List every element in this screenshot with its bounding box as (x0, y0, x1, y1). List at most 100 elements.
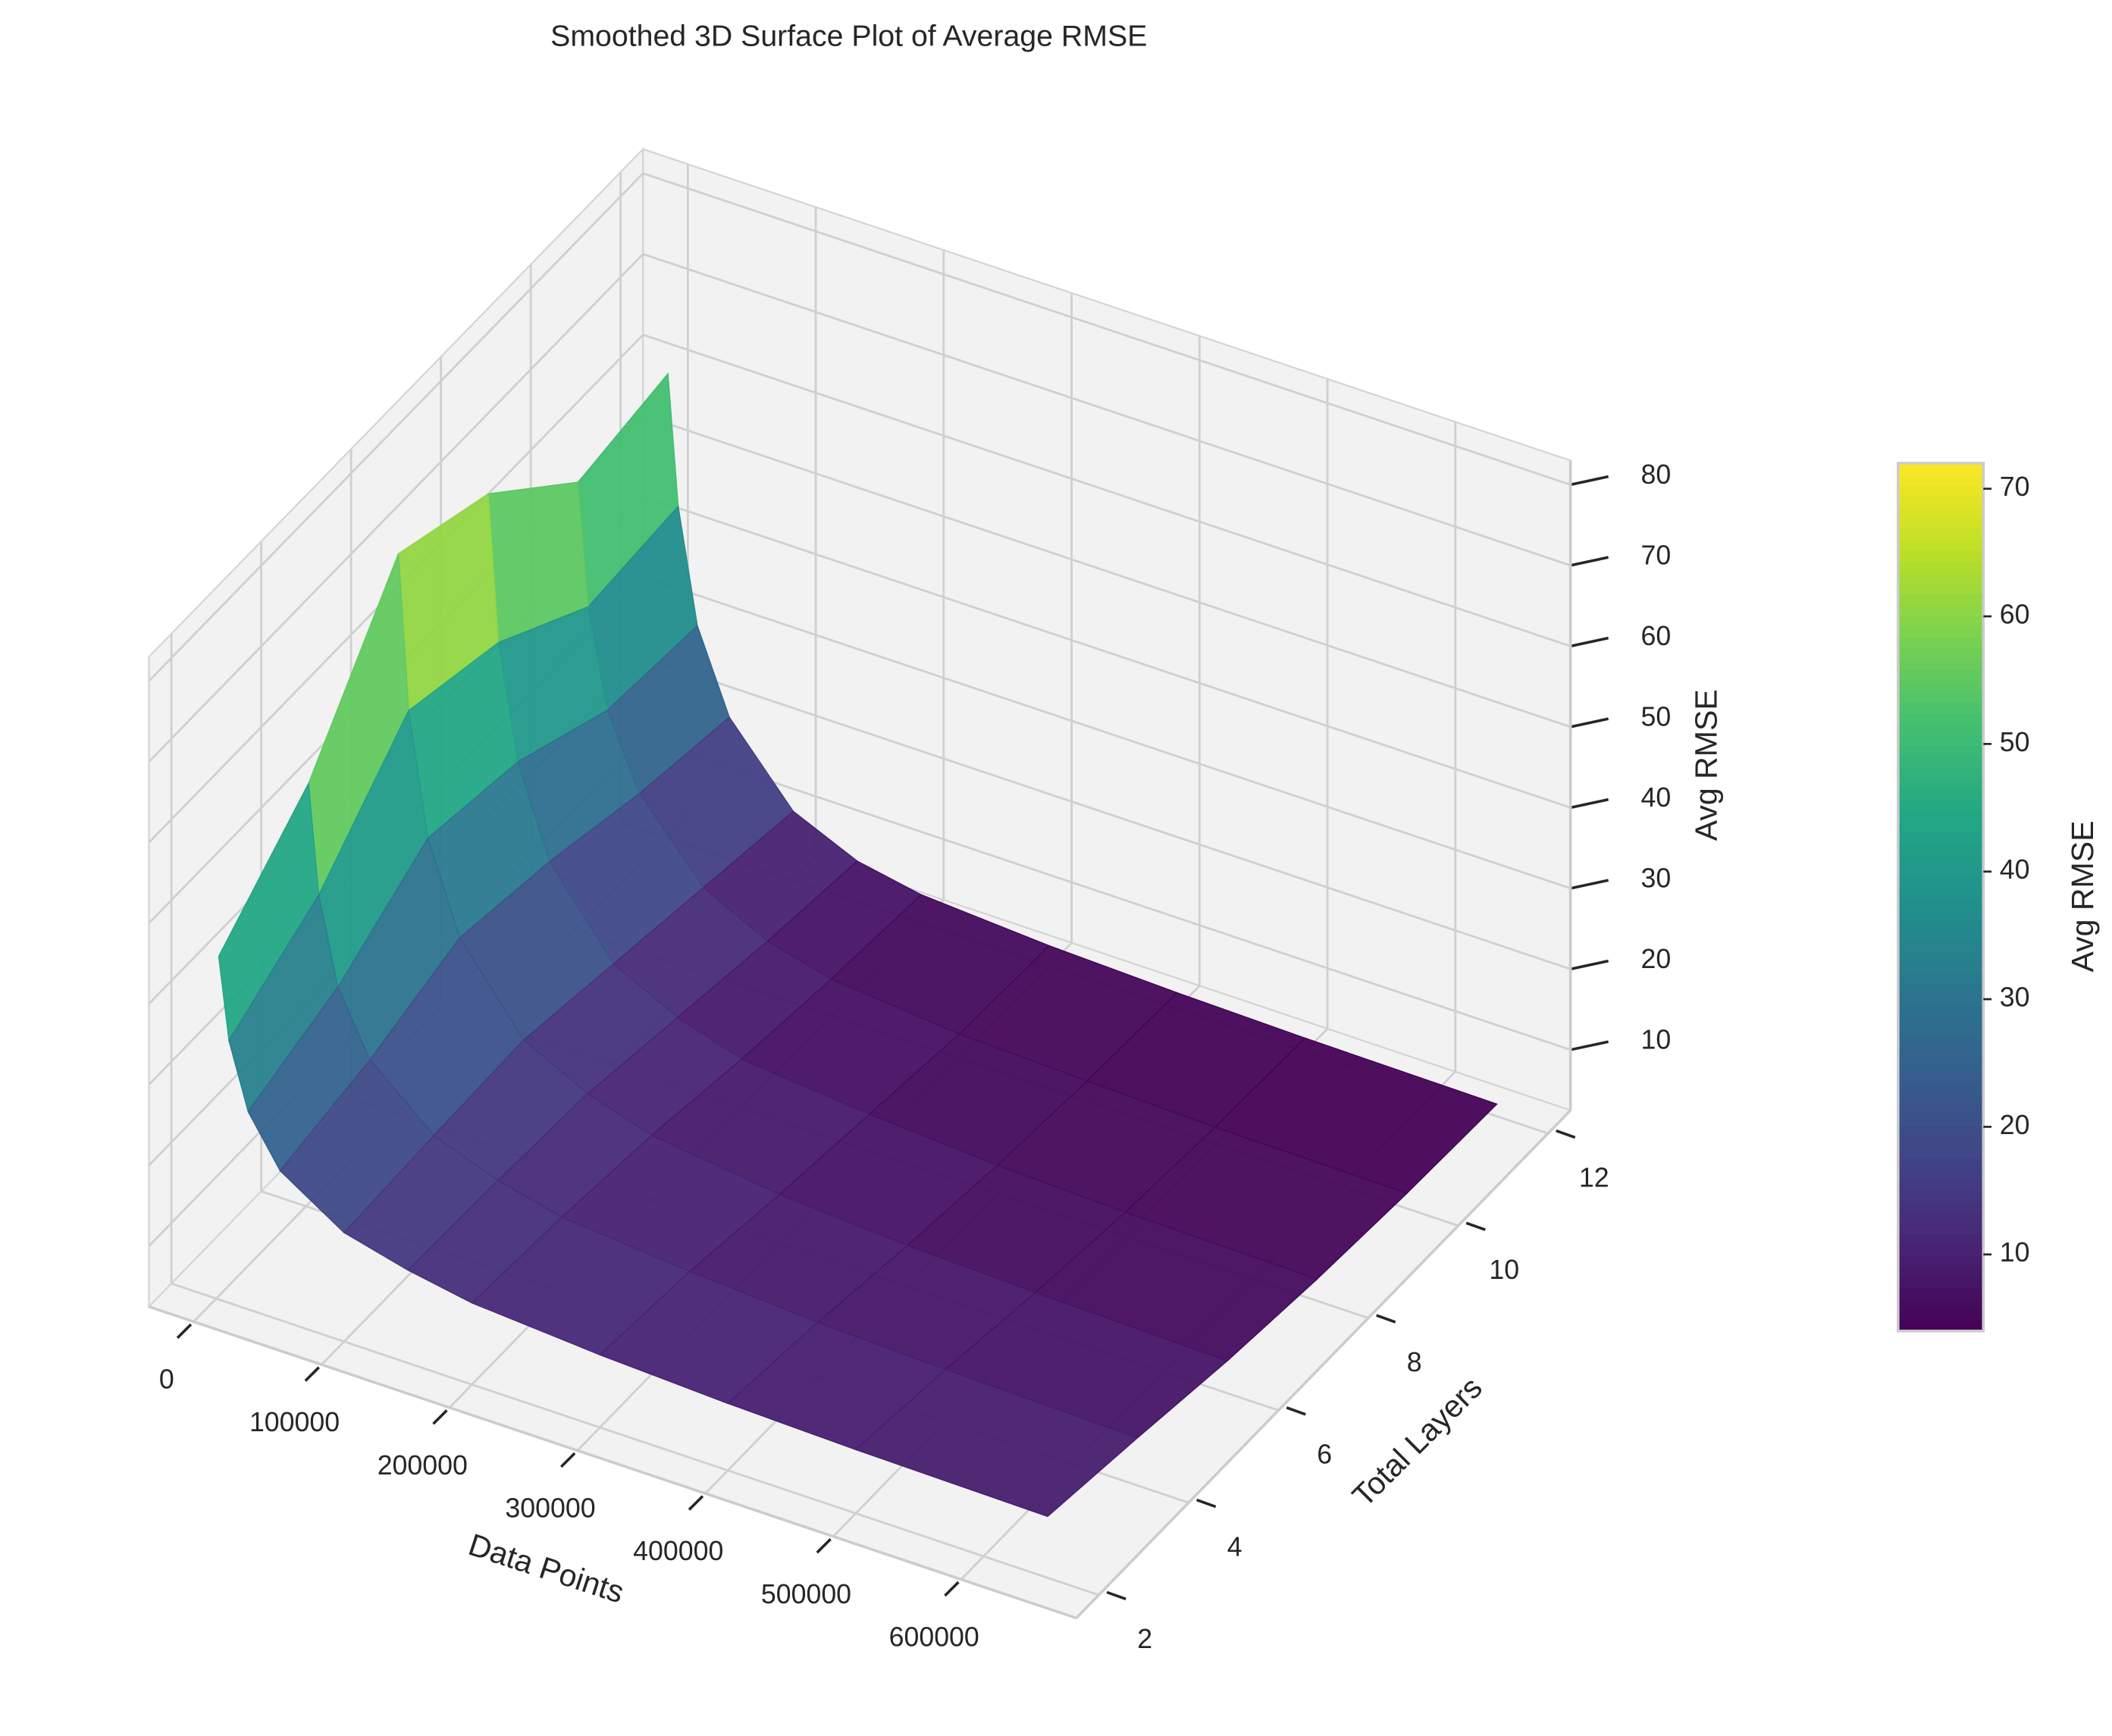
colorbar-segment (1897, 940, 1984, 953)
colorbar-segment (1897, 1124, 1984, 1137)
tick-mark (1570, 879, 1609, 890)
colorbar-segment (1897, 572, 1984, 584)
z-grid-line (642, 575, 1571, 890)
colorbar: 10 20 30 40 50 60 70 (1897, 462, 2030, 1333)
colorbar-segment (1897, 495, 1984, 508)
colorbar-segment (1897, 1048, 1984, 1061)
colorbar-segment (1897, 1157, 1984, 1170)
colorbar-label: Avg RMSE (2065, 820, 2100, 972)
colorbar-segment (1897, 484, 1984, 497)
colorbar-segment (1897, 1005, 1984, 1017)
colorbar-segment (1897, 1103, 1984, 1115)
z-tick-label: 70 (1641, 541, 1672, 571)
tick-mark (1376, 1314, 1396, 1324)
colorbar-segment (1897, 1222, 1984, 1235)
tick-mark (816, 1538, 832, 1554)
colorbar-segment (1897, 1298, 1984, 1311)
axes: 0 100000 200000 300000 400000 500000 600000 2 4 6… (148, 459, 1672, 1654)
tick-mark (1196, 1498, 1217, 1509)
y-tick-label: 2 (1137, 1624, 1152, 1654)
tick-mark (1570, 556, 1609, 567)
tick-mark (1570, 1040, 1609, 1051)
x-tick-label: 400000 (633, 1536, 723, 1566)
colorbar-tick-label: 40 (2000, 854, 2030, 885)
z-grid-line (642, 495, 1571, 809)
colorbar-segment (1897, 1201, 1984, 1213)
x-tick-label: 300000 (505, 1493, 595, 1523)
colorbar-segment (1897, 1211, 1984, 1224)
colorbar-segment (1897, 995, 1984, 1007)
tick-mark (176, 1323, 193, 1340)
colorbar-segment (1897, 1244, 1984, 1256)
colorbar-segment (1897, 1287, 1984, 1299)
tick-mark (1106, 1590, 1127, 1600)
colorbar-segment (1897, 1081, 1984, 1094)
colorbar-segment (1897, 1255, 1984, 1267)
colorbar-segment (1897, 973, 1984, 985)
tick-mark (944, 1581, 960, 1597)
colorbar-segment (1897, 701, 1984, 714)
colorbar-segment (1897, 897, 1984, 909)
colorbar-segment (1897, 669, 1984, 682)
colorbar-segment (1897, 1070, 1984, 1083)
colorbar-segment (1897, 723, 1984, 735)
colorbar-segment (1897, 1092, 1984, 1105)
y-grid-line (171, 1282, 1099, 1597)
colorbar-segment (1897, 756, 1984, 768)
colorbar-segment (1897, 886, 1984, 898)
z-grid-line (642, 656, 1571, 970)
tick-mark (1465, 1221, 1486, 1231)
colorbar-segment (1897, 1114, 1984, 1126)
colorbar-segment (1897, 777, 1984, 790)
colorbar-segment (1897, 821, 1984, 833)
colorbar-segment (1897, 593, 1984, 606)
z-grid-line (642, 334, 1571, 647)
y-axis-line (1075, 1109, 1571, 1619)
colorbar-segment (1897, 1265, 1984, 1278)
z-grid-line (642, 737, 1571, 1051)
colorbar-tick-label: 70 (2000, 472, 2030, 502)
z-grid-line (148, 253, 644, 763)
colorbar-tick-label: 20 (2000, 1110, 2030, 1140)
colorbar-segment (1897, 625, 1984, 638)
colorbar-segment (1897, 907, 1984, 920)
z-tick-label: 50 (1641, 702, 1672, 732)
colorbar-segment (1897, 864, 1984, 876)
colorbar-segment (1897, 506, 1984, 519)
colorbar-tick-label: 10 (2000, 1237, 2030, 1268)
z-grid-line (642, 414, 1571, 729)
colorbar-segment (1897, 745, 1984, 757)
colorbar-segment (1897, 842, 1984, 855)
z-grid-line (642, 172, 1571, 486)
tick-mark (1570, 797, 1609, 810)
y-tick-label: 12 (1579, 1162, 1609, 1192)
z-tick-label: 40 (1641, 782, 1672, 813)
tick-mark (688, 1495, 704, 1511)
colorbar-segment (1897, 636, 1984, 649)
colorbar-segment (1897, 951, 1984, 964)
x-axis-line (148, 1305, 1077, 1620)
colorbar-segment (1897, 1277, 1984, 1289)
colorbar-segment (1897, 517, 1984, 529)
tick-mark (1286, 1406, 1306, 1416)
colorbar-segment (1897, 810, 1984, 823)
colorbar-tick-label: 30 (2000, 982, 2030, 1013)
colorbar-tick-label: 50 (2000, 727, 2030, 757)
colorbar-segment (1897, 680, 1984, 692)
colorbar-segment (1897, 766, 1984, 779)
colorbar-segment (1897, 658, 1984, 670)
colorbar-segment (1897, 647, 1984, 660)
colorbar-segment (1897, 875, 1984, 888)
colorbar-segment (1897, 474, 1984, 486)
x-tick-label: 500000 (761, 1579, 851, 1609)
tick-mark (1556, 1129, 1576, 1139)
tick-mark (304, 1366, 320, 1382)
z-grid-line (642, 252, 1571, 567)
z-tick-label: 80 (1641, 459, 1672, 490)
colorbar-segment (1897, 1309, 1984, 1321)
colorbar-segment (1897, 799, 1984, 811)
colorbar-segment (1897, 962, 1984, 974)
colorbar-segment (1897, 528, 1984, 541)
colorbar-segment (1897, 788, 1984, 801)
